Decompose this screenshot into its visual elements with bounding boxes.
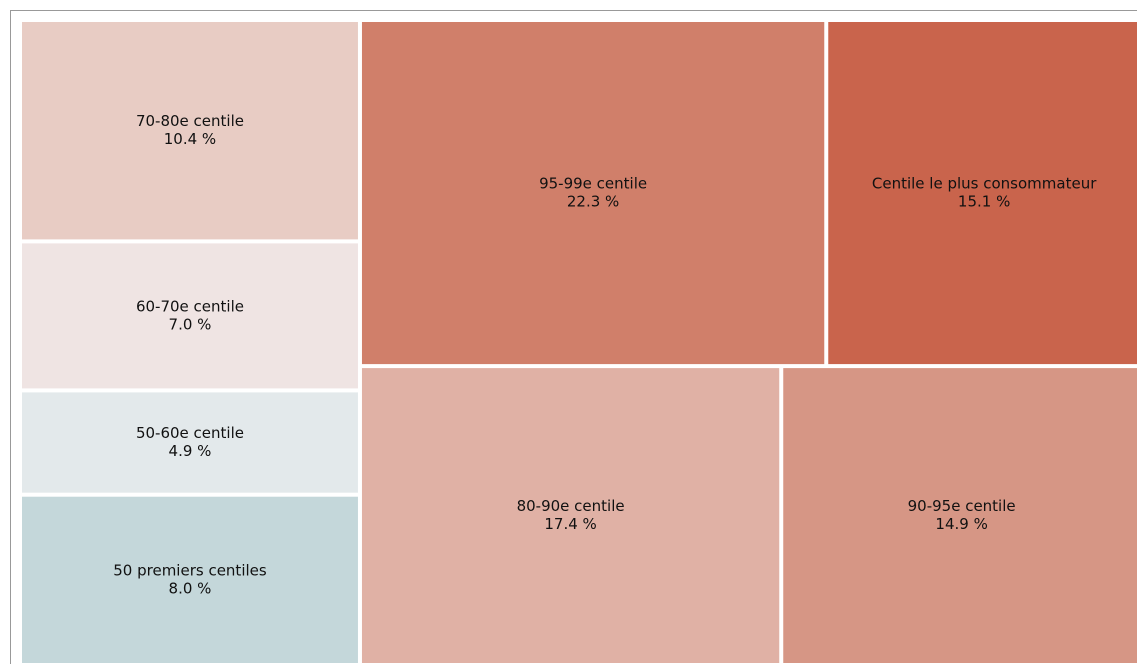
tile-label: 80-90e centile xyxy=(517,497,625,515)
tile xyxy=(361,22,825,365)
tile-value: 4.9 % xyxy=(169,442,212,460)
tile-value: 22.3 % xyxy=(567,193,619,211)
tile-label: 50 premiers centiles xyxy=(113,561,267,579)
tile-value: 8.0 % xyxy=(169,579,212,597)
tile xyxy=(828,22,1137,365)
tile-label: 50-60e centile xyxy=(136,424,244,442)
tile-label: 70-80e centile xyxy=(136,112,244,130)
tile-value: 17.4 % xyxy=(544,515,596,533)
tile-label: 95-99e centile xyxy=(539,175,647,193)
frame xyxy=(10,10,1137,664)
tile-label: Centile le plus consommateur xyxy=(872,175,1097,193)
tile-label: 60-70e centile xyxy=(136,297,244,315)
tile-label: 90-95e centile xyxy=(908,497,1016,515)
tile-value: 14.9 % xyxy=(935,515,987,533)
tile xyxy=(361,368,780,663)
tile xyxy=(22,22,358,240)
tile-value: 15.1 % xyxy=(958,193,1010,211)
tile xyxy=(22,496,358,663)
tile-value: 10.4 % xyxy=(164,130,216,148)
tile xyxy=(22,243,358,389)
tile xyxy=(22,392,358,493)
tile xyxy=(783,368,1137,663)
tile-value: 7.0 % xyxy=(169,315,212,333)
